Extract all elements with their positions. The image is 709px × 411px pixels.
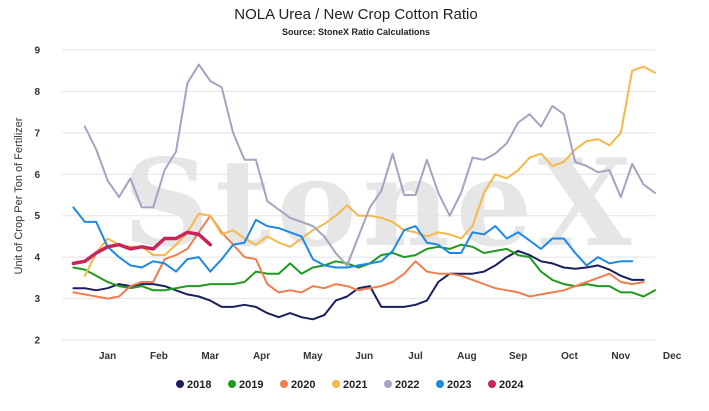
x-tick-label-mar: Mar (201, 351, 219, 362)
x-tick-label-jun: Jun (355, 351, 373, 362)
watermark: StoneX (123, 133, 638, 274)
series-line-2023 (72, 206, 634, 273)
legend-item-2022[interactable]: 2022 (384, 379, 419, 391)
chart-subtitle: Source: StoneX Ratio Calculations (282, 27, 430, 37)
x-tick-label-aug: Aug (457, 351, 476, 362)
legend-label: 2023 (447, 379, 471, 391)
legend-marker-2021 (332, 380, 340, 388)
legend-label: 2024 (499, 379, 524, 391)
y-tick-label: 3 (34, 294, 40, 305)
y-tick-label: 6 (34, 170, 40, 181)
series-line-2022 (83, 63, 656, 267)
series-lines (71, 63, 656, 321)
legend-marker-2024 (488, 380, 496, 388)
y-axis-ticks: 2 3 4 5 6 7 8 9 (34, 46, 40, 347)
legend-item-2021[interactable]: 2021 (332, 379, 367, 391)
x-tick-label-apr: Apr (253, 351, 270, 362)
y-tick-label: 8 (34, 87, 40, 98)
y-tick-label: 4 (34, 253, 40, 264)
legend-item-2024[interactable]: 2024 (488, 379, 524, 391)
series-line-2021 (83, 65, 656, 277)
series-line-2020 (72, 214, 645, 300)
legend: 2018 2019 2020 2021 2022 2023 2024 (176, 379, 524, 391)
x-axis-ticks: Jan Feb Mar Apr May Jun Jul Aug Sep Oct Nov Dec (99, 351, 682, 362)
x-tick-label-jan: Jan (99, 351, 116, 362)
chart-title: NOLA Urea / New Crop Cotton Ratio (234, 6, 477, 23)
legend-marker-2019 (228, 380, 236, 388)
y-tick-label: 2 (34, 336, 40, 347)
x-tick-label-feb: Feb (150, 351, 168, 362)
legend-item-2018[interactable]: 2018 (176, 379, 211, 391)
legend-label: 2022 (395, 379, 419, 391)
y-tick-label: 7 (34, 128, 40, 139)
legend-label: 2018 (187, 379, 211, 391)
legend-item-2020[interactable]: 2020 (280, 379, 315, 391)
legend-label: 2020 (291, 379, 315, 391)
series-line-2018 (72, 249, 645, 321)
legend-marker-2023 (436, 380, 444, 388)
x-tick-label-nov: Nov (611, 351, 630, 362)
legend-item-2019[interactable]: 2019 (228, 379, 263, 391)
x-tick-label-jul: Jul (408, 351, 423, 362)
gridlines (62, 49, 655, 341)
series-line-2019 (72, 243, 656, 298)
x-tick-label-may: May (303, 351, 323, 362)
x-tick-label-sep: Sep (509, 351, 527, 362)
y-axis-label: Unit of Crop Per Ton of Fertilizer (13, 117, 25, 274)
legend-marker-2018 (176, 380, 184, 388)
legend-label: 2021 (343, 379, 367, 391)
x-tick-label-oct: Oct (561, 351, 578, 362)
legend-label: 2019 (239, 379, 263, 391)
legend-marker-2020 (280, 380, 288, 388)
y-tick-label: 5 (34, 211, 40, 222)
legend-item-2023[interactable]: 2023 (436, 379, 471, 391)
legend-marker-2022 (384, 380, 392, 388)
y-tick-label: 9 (34, 46, 40, 57)
series-line-2024 (71, 230, 213, 266)
x-tick-label-dec: Dec (663, 351, 682, 362)
